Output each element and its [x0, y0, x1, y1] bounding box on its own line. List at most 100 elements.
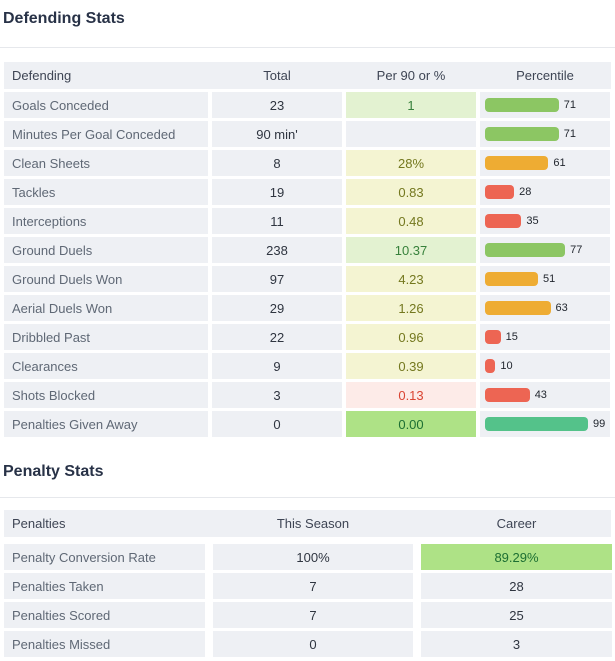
header-cell-career: Career [496, 516, 537, 531]
table-row: Tackles 19 0.83 28 [4, 179, 611, 205]
per90-value [346, 121, 476, 147]
total-value: 0 [212, 411, 342, 437]
percentile-cell: 35 [480, 208, 610, 234]
table-row: Penalties Given Away 0 0.00 99 [4, 411, 611, 437]
total-value: 8 [212, 150, 342, 176]
per90-value: 0.96 [346, 324, 476, 350]
table-row: Shots Blocked 3 0.13 43 [4, 382, 611, 408]
row-label: Aerial Duels Won [4, 295, 208, 321]
total-value: 22 [212, 324, 342, 350]
percentile-value: 63 [555, 302, 568, 314]
percentile-value: 71 [563, 128, 577, 140]
row-label: Goals Conceded [4, 92, 208, 118]
table-row: Aerial Duels Won 29 1.26 63 [4, 295, 611, 321]
total-value: 238 [212, 237, 342, 263]
per90-value: 1.26 [346, 295, 476, 321]
total-value: 19 [212, 179, 342, 205]
penalty-stats-section: Penalty Stats Penalties This Season Care… [0, 462, 615, 657]
table-row: Clearances 9 0.39 10 [4, 353, 611, 379]
percentile-cell: 51 [480, 266, 610, 292]
per90-value: 0.48 [346, 208, 476, 234]
table-row: Penalties Missed 0 3 [4, 631, 612, 657]
this-season-value: 7 [213, 602, 413, 628]
table-row: Goals Conceded 23 1 71 [4, 92, 611, 118]
percentile-value: 35 [526, 215, 539, 227]
header-cell-percentile: Percentile [516, 68, 574, 83]
row-label: Minutes Per Goal Conceded [4, 121, 208, 147]
header-cell-per90: Per 90 or % [376, 68, 446, 83]
table-row: Penalties Scored 7 25 [4, 602, 612, 628]
career-value: 28 [421, 573, 612, 599]
row-label: Ground Duels [4, 237, 208, 263]
section-divider [0, 47, 615, 48]
defending-table-header: Defending Total Per 90 or % Percentile [4, 62, 611, 89]
percentile-cell: 10 [480, 353, 610, 379]
row-label: Penalty Conversion Rate [4, 544, 205, 570]
percentile-cell: 77 [480, 237, 610, 263]
per90-value: 0.13 [346, 382, 476, 408]
total-value: 23 [212, 92, 342, 118]
percentile-value: 77 [570, 244, 583, 256]
defending-stats-section: Defending Stats Defending Total Per 90 o… [0, 10, 615, 437]
percentile-bar [485, 301, 551, 315]
percentile-cell: 43 [480, 382, 610, 408]
percentile-value: 51 [543, 273, 556, 285]
career-value: 3 [421, 631, 612, 657]
header-cell-defending: Defending [12, 68, 72, 83]
per90-value: 10.37 [346, 237, 476, 263]
percentile-value: 28 [519, 186, 532, 198]
row-label: Penalties Scored [4, 602, 205, 628]
row-label: Penalties Given Away [4, 411, 208, 437]
percentile-bar [485, 388, 530, 402]
percentile-cell: 28 [480, 179, 610, 205]
per90-value: 0.39 [346, 353, 476, 379]
total-value: 90 min' [212, 121, 342, 147]
per90-value: 0.00 [346, 411, 476, 437]
percentile-cell: 63 [480, 295, 610, 321]
table-row: Penalty Conversion Rate 100% 89.29% [4, 544, 612, 570]
table-row: Minutes Per Goal Conceded 90 min' 71 [4, 121, 611, 147]
row-label: Tackles [4, 179, 208, 205]
this-season-value: 100% [213, 544, 413, 570]
row-label: Penalties Missed [4, 631, 205, 657]
percentile-cell: 71 [480, 92, 610, 118]
total-value: 29 [212, 295, 342, 321]
percentile-bar [485, 330, 501, 344]
total-value: 11 [212, 208, 342, 234]
percentile-bar [485, 98, 559, 112]
row-label: Ground Duels Won [4, 266, 208, 292]
header-cell-penalties: Penalties [12, 516, 66, 531]
percentile-cell: 15 [480, 324, 610, 350]
row-label: Clean Sheets [4, 150, 208, 176]
percentile-bar [485, 272, 538, 286]
table-row: Penalties Taken 7 28 [4, 573, 612, 599]
per90-value: 28% [346, 150, 476, 176]
percentile-bar [485, 214, 522, 228]
section-title-defending: Defending Stats [3, 10, 125, 27]
penalty-table-body: Penalty Conversion Rate 100% 89.29% Penalti… [0, 544, 615, 657]
table-row: Clean Sheets 8 28% 61 [4, 150, 611, 176]
percentile-value: 10 [500, 360, 513, 372]
percentile-cell: 99 [480, 411, 610, 437]
row-label: Dribbled Past [4, 324, 208, 350]
percentile-bar [485, 185, 515, 199]
per90-value: 0.83 [346, 179, 476, 205]
percentile-value: 71 [563, 99, 577, 111]
total-value: 97 [212, 266, 342, 292]
this-season-value: 0 [213, 631, 413, 657]
total-value: 9 [212, 353, 342, 379]
section-divider [0, 497, 615, 498]
percentile-bar [485, 127, 559, 141]
percentile-value: 43 [534, 389, 547, 401]
total-value: 3 [212, 382, 342, 408]
percentile-cell: 71 [480, 121, 610, 147]
row-label: Interceptions [4, 208, 208, 234]
percentile-value: 99 [593, 418, 606, 430]
percentile-value: 61 [553, 157, 566, 169]
section-title-penalty: Penalty Stats [3, 463, 104, 480]
header-cell-this-season: This Season [276, 516, 350, 531]
percentile-bar [485, 417, 588, 431]
percentile-cell: 61 [480, 150, 610, 176]
percentile-bar [485, 359, 496, 373]
percentile-bar [485, 156, 549, 170]
